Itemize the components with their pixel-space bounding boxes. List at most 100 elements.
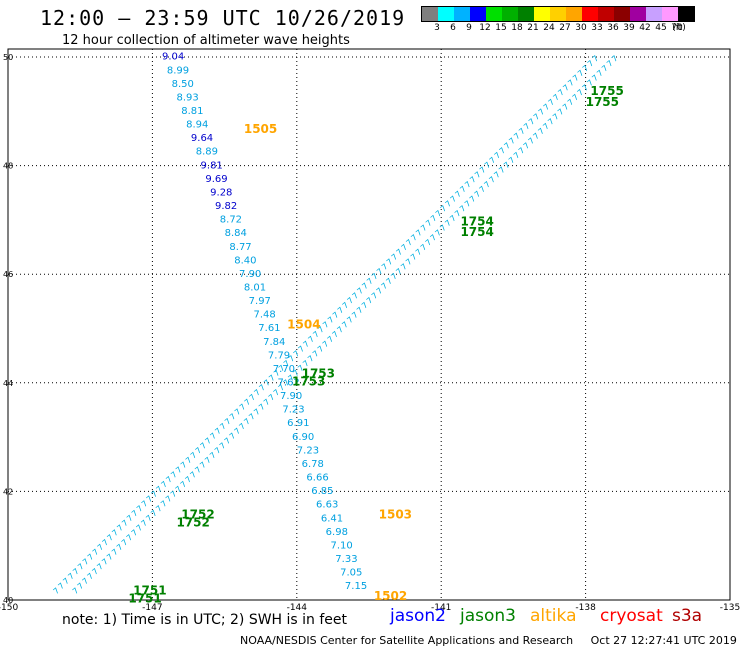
swath-mark: 7 xyxy=(351,291,361,301)
wave-height-point: 8.01 xyxy=(244,282,266,293)
swath-mark: 7 xyxy=(242,417,252,427)
swath-mark: 7 xyxy=(194,446,204,456)
swath-mark: 7 xyxy=(291,368,301,378)
swath-mark: 7 xyxy=(517,126,527,136)
swath-mark: 7 xyxy=(71,586,81,596)
wave-height-point: 9.64 xyxy=(191,133,213,144)
swath-mark: 7 xyxy=(277,383,287,393)
swath-mark: 7 xyxy=(198,460,208,470)
swath-mark: 7 xyxy=(375,267,385,277)
color-swatch xyxy=(550,7,566,21)
swath-mark: 7 xyxy=(184,455,194,465)
swath-mark: 7 xyxy=(238,421,248,431)
swath-mark: 7 xyxy=(419,223,429,233)
swath-mark: 7 xyxy=(581,63,591,73)
swath-mark: 7 xyxy=(90,567,100,577)
color-scale-label: 6 xyxy=(450,23,456,33)
swath-mark: 7 xyxy=(297,344,307,354)
swath-mark: 7 xyxy=(478,165,488,175)
swath-mark: 7 xyxy=(503,141,513,151)
color-swatch xyxy=(486,7,502,21)
wave-height-point: 7.62 xyxy=(278,378,300,389)
swath-mark: 7 xyxy=(91,547,101,557)
swath-mark: 7 xyxy=(345,315,355,325)
swath-mark: 7 xyxy=(218,421,228,431)
swath-mark: 7 xyxy=(208,431,218,441)
color-swatch xyxy=(646,7,662,21)
swath-mark: 7 xyxy=(414,247,424,257)
swath-mark: 7 xyxy=(179,460,189,470)
swath-mark: 7 xyxy=(581,83,591,93)
swath-mark: 7 xyxy=(414,228,424,238)
wave-height-point: 7.23 xyxy=(282,405,304,416)
swath-mark: 7 xyxy=(61,576,71,586)
color-swatch xyxy=(422,7,438,21)
swath-mark: 7 xyxy=(507,155,517,165)
swath-mark: 7 xyxy=(350,310,360,320)
time-label: 1505 xyxy=(244,122,277,136)
swath-mark: 7 xyxy=(375,286,385,296)
swath-mark: 7 xyxy=(213,446,223,456)
swath-mark: 7 xyxy=(547,97,557,107)
x-tick-label: -144 xyxy=(287,603,308,613)
swath-mark: 7 xyxy=(473,170,483,180)
swath-mark: 7 xyxy=(542,102,552,112)
swath-mark: 7 xyxy=(380,281,390,291)
swath-mark: 7 xyxy=(561,102,571,112)
swath-mark: 7 xyxy=(585,78,595,88)
legend-item-jason2: jason2 xyxy=(390,606,446,626)
color-scale-labels: 3 6 9 12 15 18 21 24 27 30 33 36 39 42 45 70 (ft) xyxy=(421,22,695,36)
color-scale-label: 42 xyxy=(639,23,651,33)
swath-mark: 7 xyxy=(287,373,297,383)
color-scale-label: 24 xyxy=(543,23,555,33)
swath-mark: 7 xyxy=(125,513,135,523)
time-label: 1751 xyxy=(133,584,166,598)
swath-mark: 7 xyxy=(331,310,341,320)
swath-mark: 7 xyxy=(360,281,370,291)
swath-mark: 7 xyxy=(159,499,169,509)
swath-mark: 7 xyxy=(179,480,189,490)
swath-mark: 7 xyxy=(424,218,434,228)
swath-mark: 7 xyxy=(101,538,111,548)
swath-mark: 7 xyxy=(399,262,409,272)
swath-mark: 7 xyxy=(277,363,287,373)
swath-mark: 7 xyxy=(248,392,258,402)
swath-mark: 7 xyxy=(532,112,542,122)
swath-mark: 7 xyxy=(507,136,517,146)
color-scale-label: 18 xyxy=(511,23,523,33)
color-swatch xyxy=(582,7,598,21)
swath-mark: 7 xyxy=(483,180,493,190)
color-scale-label: 30 xyxy=(575,23,587,33)
x-tick-label: -138 xyxy=(575,603,596,613)
color-swatch xyxy=(630,7,646,21)
time-label: 1753 xyxy=(302,366,335,380)
swath-mark: 7 xyxy=(444,199,454,209)
swath-mark: 7 xyxy=(409,252,419,262)
color-scale-legend: 3 6 9 12 15 18 21 24 27 30 33 36 39 42 45 70 (ft) xyxy=(421,6,695,36)
swath-mark: 7 xyxy=(551,112,561,122)
swath-mark: 7 xyxy=(292,349,302,359)
legend-item-altika: altika xyxy=(530,606,577,626)
swath-mark: 7 xyxy=(385,257,395,267)
swath-mark: 7 xyxy=(81,557,91,567)
swath-mark: 7 xyxy=(443,218,453,228)
swath-mark: 7 xyxy=(546,117,556,127)
swath-mark: 7 xyxy=(331,330,341,340)
wave-height-point: 8.81 xyxy=(181,106,203,117)
swath-mark: 7 xyxy=(155,484,165,494)
wave-height-point: 8.40 xyxy=(234,255,256,266)
swath-mark: 7 xyxy=(370,291,380,301)
swath-mark: 7 xyxy=(380,262,390,272)
wave-height-point: 6.85 xyxy=(311,486,333,497)
swath-mark: 7 xyxy=(247,412,257,422)
swath-mark: 7 xyxy=(355,286,365,296)
swath-mark: 7 xyxy=(502,160,512,170)
swath-mark: 7 xyxy=(497,165,507,175)
legend-item-jason3: jason3 xyxy=(460,606,516,626)
swath-mark: 7 xyxy=(409,233,419,243)
color-swatch xyxy=(566,7,582,21)
wave-height-point: 7.23 xyxy=(297,445,319,456)
swath-mark: 7 xyxy=(536,126,546,136)
swath-mark: 7 xyxy=(238,402,248,412)
swath-mark: 7 xyxy=(57,581,67,591)
